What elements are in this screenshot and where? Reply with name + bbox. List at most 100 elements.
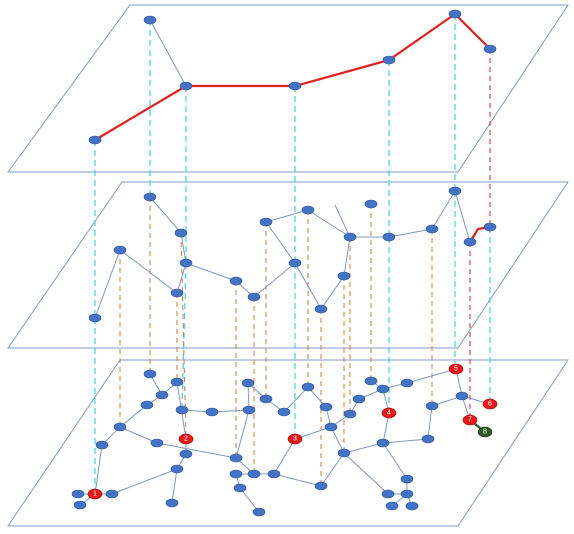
network-node[interactable]	[229, 469, 243, 479]
network-edge	[294, 262, 322, 310]
network-node[interactable]	[319, 402, 333, 412]
network-edge	[171, 468, 178, 504]
node-4[interactable]: 4	[381, 407, 397, 419]
network-node[interactable]	[400, 378, 414, 388]
network-node[interactable]	[179, 258, 193, 268]
network-node[interactable]	[73, 500, 87, 510]
network-node[interactable]	[483, 44, 497, 54]
network-node[interactable]	[229, 453, 243, 463]
network-edge	[111, 468, 178, 495]
network-node[interactable]	[376, 438, 390, 448]
network-node[interactable]	[242, 405, 256, 415]
network-node[interactable]	[179, 449, 193, 459]
network-node[interactable]	[241, 378, 255, 388]
network-node[interactable]	[385, 501, 399, 511]
network-edge	[94, 444, 103, 495]
network-edge	[156, 442, 237, 459]
network-node[interactable]	[277, 407, 291, 417]
network-edge	[382, 438, 429, 444]
network-node[interactable]	[229, 276, 243, 286]
node-6[interactable]: 6	[482, 398, 498, 410]
network-node[interactable]	[170, 377, 184, 387]
network-node[interactable]	[95, 440, 109, 450]
network-node[interactable]	[400, 489, 414, 499]
network-node[interactable]	[113, 245, 127, 255]
network-node[interactable]	[247, 292, 261, 302]
bottom-layer-nodes	[71, 369, 469, 517]
network-node[interactable]	[463, 237, 477, 247]
network-node[interactable]	[314, 304, 328, 314]
network-node[interactable]	[455, 391, 469, 401]
network-node[interactable]	[105, 489, 119, 499]
projection-line	[180, 232, 187, 440]
network-node[interactable]	[364, 199, 378, 209]
network-node[interactable]	[324, 422, 338, 432]
middle-layer-edges	[94, 190, 492, 319]
network-node[interactable]	[143, 369, 157, 379]
network-edge	[273, 438, 296, 475]
network-node[interactable]	[150, 438, 164, 448]
network-node[interactable]	[155, 390, 169, 400]
network-node[interactable]	[140, 400, 154, 410]
network-node[interactable]	[113, 422, 127, 432]
network-node[interactable]	[381, 489, 395, 499]
network-node[interactable]	[352, 394, 366, 404]
network-node[interactable]	[175, 405, 189, 415]
bottom-layer-plane	[7, 359, 569, 527]
network-node[interactable]	[364, 376, 378, 386]
network-node[interactable]	[337, 271, 351, 281]
network-node[interactable]	[71, 489, 85, 499]
network-edge	[119, 249, 178, 294]
network-node[interactable]	[301, 382, 315, 392]
network-node[interactable]	[425, 224, 439, 234]
network-edge	[239, 487, 260, 513]
network-node[interactable]	[421, 434, 435, 444]
network-node[interactable]	[88, 313, 102, 323]
network-node[interactable]	[143, 192, 157, 202]
network-node[interactable]	[170, 288, 184, 298]
network-node[interactable]	[88, 135, 102, 145]
network-node[interactable]	[448, 186, 462, 196]
network-node[interactable]	[233, 483, 247, 493]
node-2[interactable]: 2	[178, 433, 194, 445]
network-node[interactable]	[259, 394, 273, 404]
node-8[interactable]: 8	[477, 426, 493, 438]
network-edge	[307, 209, 351, 238]
node-3[interactable]: 3	[287, 433, 303, 445]
node-7[interactable]: 7	[462, 414, 478, 426]
network-node[interactable]	[259, 217, 273, 227]
network-edge	[185, 262, 237, 282]
network-node[interactable]	[267, 469, 281, 479]
node-1[interactable]: 1	[87, 488, 103, 500]
node-1-label: 1	[93, 491, 97, 498]
network-node[interactable]	[143, 15, 157, 25]
network-node[interactable]	[337, 448, 351, 458]
network-node[interactable]	[448, 9, 462, 19]
network-node[interactable]	[247, 469, 261, 479]
network-node[interactable]	[425, 401, 439, 411]
network-node[interactable]	[174, 228, 188, 238]
network-node[interactable]	[382, 55, 396, 65]
network-node[interactable]	[170, 464, 184, 474]
network-edge	[343, 442, 384, 454]
network-node[interactable]	[288, 258, 302, 268]
network-edge	[388, 228, 433, 238]
network-node[interactable]	[483, 222, 497, 232]
network-node[interactable]	[376, 384, 390, 394]
network-node[interactable]	[400, 474, 414, 484]
network-node[interactable]	[343, 232, 357, 242]
network-edge	[235, 409, 250, 459]
network-node[interactable]	[314, 481, 328, 491]
network-node[interactable]	[179, 81, 193, 91]
network-node[interactable]	[301, 205, 315, 215]
network-node[interactable]	[288, 81, 302, 91]
network-node[interactable]	[165, 498, 179, 508]
network-edge	[427, 405, 433, 440]
network-node[interactable]	[252, 507, 266, 517]
node-5[interactable]: 5	[448, 363, 464, 375]
network-node[interactable]	[405, 501, 419, 511]
network-edge	[406, 368, 457, 384]
network-node[interactable]	[205, 407, 219, 417]
network-node[interactable]	[343, 409, 357, 419]
network-node[interactable]	[382, 232, 396, 242]
